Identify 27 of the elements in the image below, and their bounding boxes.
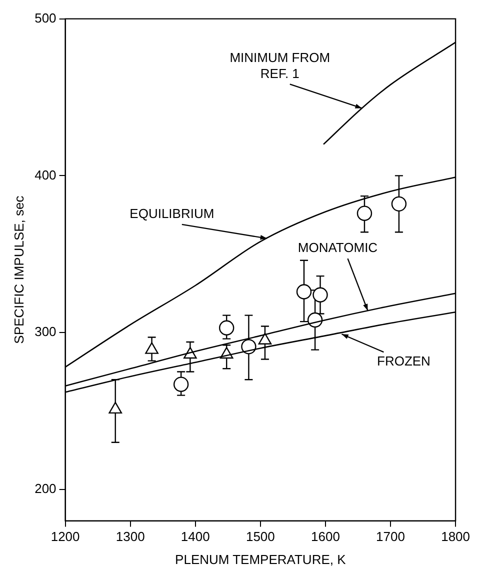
point <box>173 376 189 392</box>
annotation: MONATOMIC <box>298 240 378 256</box>
x-tick-label: 1600 <box>310 529 340 544</box>
point <box>258 332 272 344</box>
annotation: FROZEN <box>376 354 430 369</box>
y-tick-label: 500 <box>34 10 56 26</box>
annotation: MINIMUM FROM REF. 1 <box>230 50 330 81</box>
x-axis-title: PLENUM TEMPERATURE, K <box>175 552 346 567</box>
y-tick-label: 200 <box>34 481 56 496</box>
point <box>218 320 234 336</box>
point <box>241 339 256 354</box>
x-tick-label: 1200 <box>50 529 80 544</box>
point <box>391 196 407 212</box>
x-tick-label: 1400 <box>180 529 210 544</box>
y-tick-label: 400 <box>34 167 56 182</box>
y-axis-title: SPECIFIC IMPULSE, sec <box>11 195 26 344</box>
point <box>145 342 158 354</box>
annotation: EQUILIBRIUM <box>130 206 214 222</box>
x-tick-label: 1500 <box>246 529 275 544</box>
point <box>312 287 328 302</box>
point <box>356 206 372 221</box>
x-tick-label: 1700 <box>376 529 405 544</box>
point <box>296 284 312 300</box>
x-tick-label: 1800 <box>441 529 470 544</box>
y-tick-label: 300 <box>34 324 56 340</box>
point <box>108 402 122 414</box>
x-tick-label: 1300 <box>116 529 145 544</box>
